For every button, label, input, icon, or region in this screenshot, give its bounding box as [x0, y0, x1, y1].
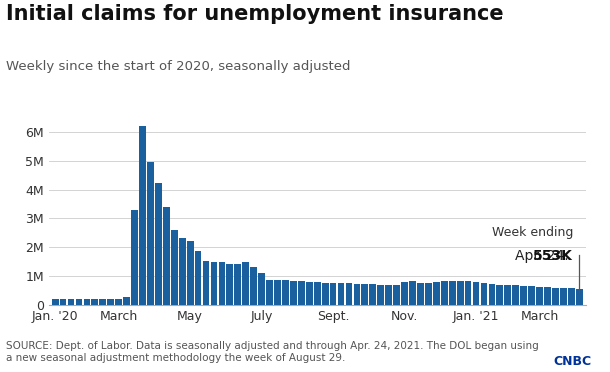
Bar	[433, 282, 440, 305]
Bar	[99, 299, 106, 305]
Bar	[417, 283, 424, 305]
Bar	[242, 262, 249, 305]
Bar	[370, 284, 376, 305]
Bar	[218, 262, 225, 305]
Bar	[195, 251, 201, 305]
Bar	[504, 285, 511, 305]
Bar	[536, 287, 543, 305]
Bar	[92, 299, 98, 305]
Bar	[512, 285, 519, 305]
Bar	[115, 299, 122, 305]
Bar	[338, 283, 345, 305]
Bar	[560, 288, 567, 305]
Bar	[139, 126, 146, 305]
Bar	[425, 283, 432, 305]
Bar	[131, 209, 138, 305]
Bar	[321, 282, 329, 305]
Text: 553K: 553K	[533, 249, 573, 263]
Bar	[84, 299, 90, 305]
Bar	[147, 161, 154, 305]
Bar	[282, 280, 289, 305]
Bar	[163, 208, 170, 305]
Bar	[290, 281, 296, 305]
Bar	[266, 280, 273, 305]
Bar	[473, 282, 479, 305]
Bar	[306, 282, 313, 305]
Bar	[187, 241, 193, 305]
Text: Week ending: Week ending	[492, 226, 573, 238]
Bar	[155, 183, 162, 305]
Bar	[171, 230, 178, 305]
Text: Weekly since the start of 2020, seasonally adjusted: Weekly since the start of 2020, seasonal…	[6, 60, 351, 73]
Bar	[576, 289, 583, 305]
Bar	[250, 267, 257, 305]
Bar	[52, 299, 59, 305]
Bar	[258, 273, 265, 305]
Bar	[234, 264, 241, 305]
Bar	[314, 282, 321, 305]
Bar	[123, 297, 130, 305]
Bar	[76, 299, 82, 305]
Bar	[441, 281, 448, 305]
Bar	[362, 284, 368, 305]
Bar	[274, 280, 281, 305]
Bar	[226, 264, 233, 305]
Bar	[497, 285, 503, 305]
Bar	[393, 285, 400, 305]
Bar	[330, 283, 337, 305]
Bar	[489, 284, 495, 305]
Bar	[60, 299, 66, 305]
Bar	[465, 281, 472, 305]
Bar	[528, 286, 535, 305]
Bar	[457, 281, 464, 305]
Bar	[544, 288, 551, 305]
Bar	[568, 288, 575, 305]
Bar	[378, 285, 384, 305]
Text: Initial claims for unemployment insurance: Initial claims for unemployment insuranc…	[6, 4, 504, 24]
Bar	[481, 283, 487, 305]
Bar	[179, 238, 185, 305]
Bar	[354, 284, 361, 305]
Bar	[552, 288, 559, 305]
Bar	[401, 282, 408, 305]
Text: SOURCE: Dept. of Labor. Data is seasonally adjusted and through Apr. 24, 2021. T: SOURCE: Dept. of Labor. Data is seasonal…	[6, 341, 539, 363]
Bar	[107, 299, 114, 305]
Bar	[520, 286, 527, 305]
Bar	[449, 281, 456, 305]
Bar	[203, 261, 209, 305]
Bar	[346, 283, 353, 305]
Bar	[298, 281, 304, 305]
Bar	[210, 262, 217, 305]
Bar	[409, 281, 416, 305]
Text: Apr. 24:: Apr. 24:	[515, 249, 573, 263]
Bar	[68, 299, 74, 305]
Bar	[386, 285, 392, 305]
Text: CNBC: CNBC	[553, 355, 592, 368]
